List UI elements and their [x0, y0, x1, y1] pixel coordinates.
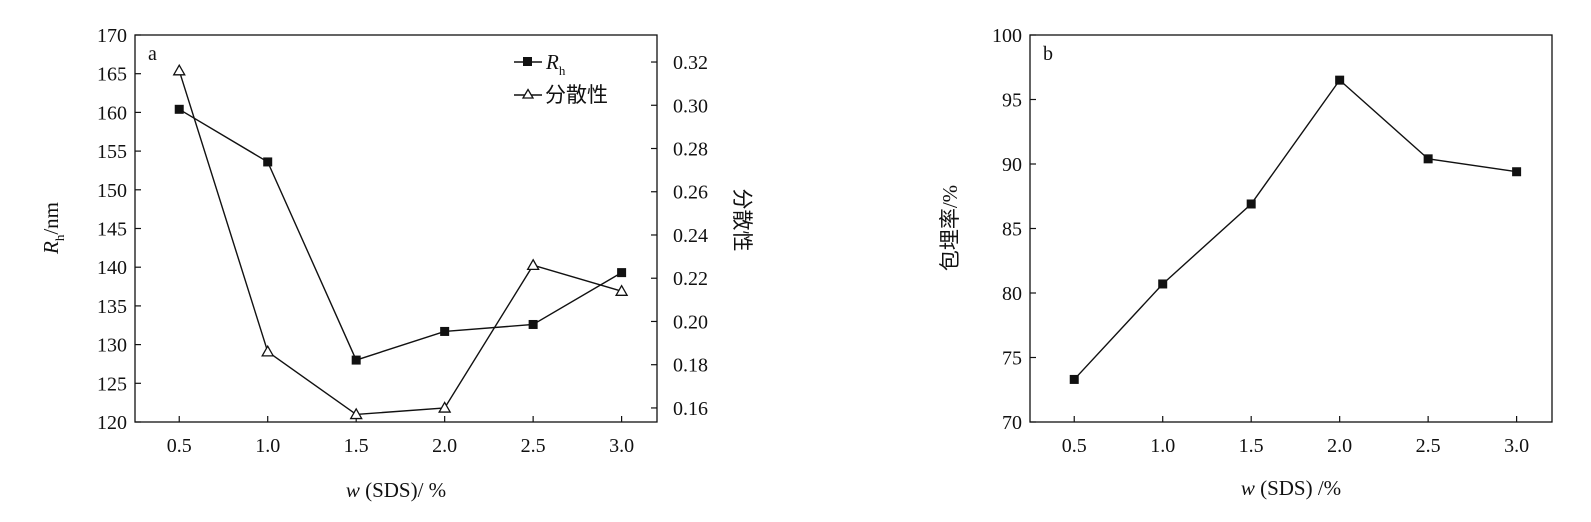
panel-a-left-ticks: 120 125 130 135 140 145 150 155 160 165 170 — [97, 25, 141, 434]
panel-a-right-tick-label: 0.20 — [673, 311, 708, 333]
panel-a-y-tick-label: 160 — [97, 102, 127, 124]
panel-a-right-tick-label: 0.28 — [673, 139, 708, 161]
panel-b-x-tick-label: 1.0 — [1150, 435, 1175, 457]
panel-a-x-tick-label: 1.5 — [344, 435, 369, 457]
panel-a-left-axis-title-main: R — [39, 241, 63, 255]
panel-a-x-tick-label: 3.0 — [609, 435, 634, 457]
panel-a-right-tick-label: 0.16 — [673, 398, 708, 420]
legend-rh-label-main: R — [545, 50, 559, 74]
panel-b-x-tick-label: 3.0 — [1504, 435, 1529, 457]
panel-b-x-ticks: 0.5 1.0 1.5 2.0 2.5 3.0 — [1062, 416, 1529, 457]
panel-a-x-axis-title: w (SDS)/ % — [346, 478, 446, 502]
panel-a-right-tick-label: 0.32 — [673, 52, 708, 74]
panel-a-series-rh — [174, 104, 627, 365]
encapsulation-point — [1158, 279, 1168, 289]
panel-a-x-axis-title-rest: (SDS)/ % — [360, 478, 446, 502]
panel-a-x-axis-title-var: w — [346, 478, 360, 502]
rh-point — [263, 157, 273, 167]
panel-a-left-axis-title-sub: h — [52, 234, 67, 241]
dispersity-point — [349, 407, 363, 420]
panel-a-x-ticks: 0.5 1.0 1.5 2.0 2.5 3.0 — [167, 416, 634, 457]
dispersity-point — [526, 258, 540, 271]
encapsulation-point — [1246, 199, 1256, 209]
panel-a-y-tick-label: 135 — [97, 296, 127, 318]
dispersity-point — [614, 284, 629, 296]
panel-a-right-tick-label: 0.30 — [673, 95, 708, 117]
panel-a-y-tick-label: 145 — [97, 219, 127, 241]
panel-a-right-tick-label: 0.18 — [673, 355, 708, 377]
legend-rh-label: Rh — [545, 50, 566, 78]
panel-a-series-dispersity — [172, 63, 629, 420]
panel-a-y-tick-label: 130 — [97, 335, 127, 357]
panel-a-right-ticks: 0.16 0.18 0.20 0.22 0.24 0.26 0.28 0.30 0.32 — [651, 52, 708, 420]
panel-b-y-tick-label: 85 — [1002, 219, 1022, 241]
legend-dispersity-marker — [521, 88, 535, 99]
panel-a-right-axis-title: 分散性 — [730, 189, 754, 252]
panel-a-x-tick-label: 2.5 — [521, 435, 546, 457]
encapsulation-point — [1423, 154, 1433, 164]
panel-a-legend: Rh 分散性 — [514, 50, 608, 107]
panel-b-x-axis-title-var: w — [1241, 476, 1255, 500]
encapsulation-point — [1335, 75, 1345, 85]
dispersity-point — [172, 63, 186, 76]
panel-a-y-tick-label: 170 — [97, 25, 127, 47]
panel-b-y-tick-label: 100 — [992, 25, 1022, 47]
dispersity-line — [178, 70, 622, 416]
encapsulation-point — [1069, 374, 1079, 384]
panel-b-y-tick-label: 90 — [1002, 154, 1022, 176]
panel-b-x-tick-label: 2.0 — [1327, 435, 1352, 457]
dispersity-point — [261, 344, 275, 357]
panel-a-left-axis-title-rest: /nm — [39, 202, 63, 235]
panel-b-x-axis-title: w (SDS) /% — [1241, 476, 1341, 500]
panel-a-y-tick-label: 125 — [97, 373, 127, 395]
panel-a-y-tick-label: 140 — [97, 257, 127, 279]
panel-b-x-tick-label: 2.5 — [1416, 435, 1441, 457]
panel-b-y-tick-label: 80 — [1002, 283, 1022, 305]
panel-a-y-tick-label: 165 — [97, 64, 127, 86]
panel-b-series — [1069, 75, 1522, 384]
panel-b-y-tick-label: 75 — [1002, 348, 1022, 370]
panel-a-label: a — [148, 43, 157, 65]
panel-b-x-axis-title-rest: (SDS) /% — [1255, 476, 1341, 500]
legend-dispersity-label: 分散性 — [545, 83, 608, 107]
dispersity-point — [438, 401, 452, 413]
encapsulation-line — [1073, 79, 1517, 380]
panel-b-label: b — [1043, 43, 1053, 65]
panel-a-y-tick-label: 120 — [97, 412, 127, 434]
rh-line — [178, 108, 622, 361]
panel-a-y-tick-label: 150 — [97, 180, 127, 202]
panel-a-y-tick-label: 155 — [97, 141, 127, 163]
rh-point — [351, 355, 361, 365]
legend-rh-label-sub: h — [559, 63, 566, 78]
panel-a-left-axis-title: Rh/nm — [39, 202, 67, 255]
rh-point — [174, 104, 184, 114]
panel-a-x-tick-label: 2.0 — [432, 435, 457, 457]
legend-rh-marker — [523, 57, 532, 66]
encapsulation-point — [1512, 167, 1522, 177]
panel-a-right-tick-label: 0.26 — [673, 182, 708, 204]
panel-a-right-tick-label: 0.24 — [673, 225, 708, 247]
panel-a-x-tick-label: 1.0 — [255, 435, 280, 457]
panel-a-x-tick-label: 0.5 — [167, 435, 192, 457]
rh-point — [440, 326, 450, 336]
panel-b-y-ticks: 70 75 80 85 90 95 100 — [992, 25, 1036, 434]
panel-b-y-tick-label: 70 — [1002, 412, 1022, 434]
panel-b-y-axis-title: 包埋率/% — [938, 185, 962, 271]
panel-a-right-tick-label: 0.22 — [673, 268, 708, 290]
panel-b-x-tick-label: 0.5 — [1062, 435, 1087, 457]
panel-b-y-tick-label: 95 — [1002, 90, 1022, 112]
rh-point — [617, 268, 627, 278]
panel-b-frame — [1029, 34, 1553, 423]
rh-point — [528, 319, 538, 329]
panel-b-x-tick-label: 1.5 — [1239, 435, 1264, 457]
panel-b: 70 75 80 85 90 95 100 0.5 1.0 1.5 2.0 2.5 3.0 b 包埋率… — [938, 25, 1553, 500]
